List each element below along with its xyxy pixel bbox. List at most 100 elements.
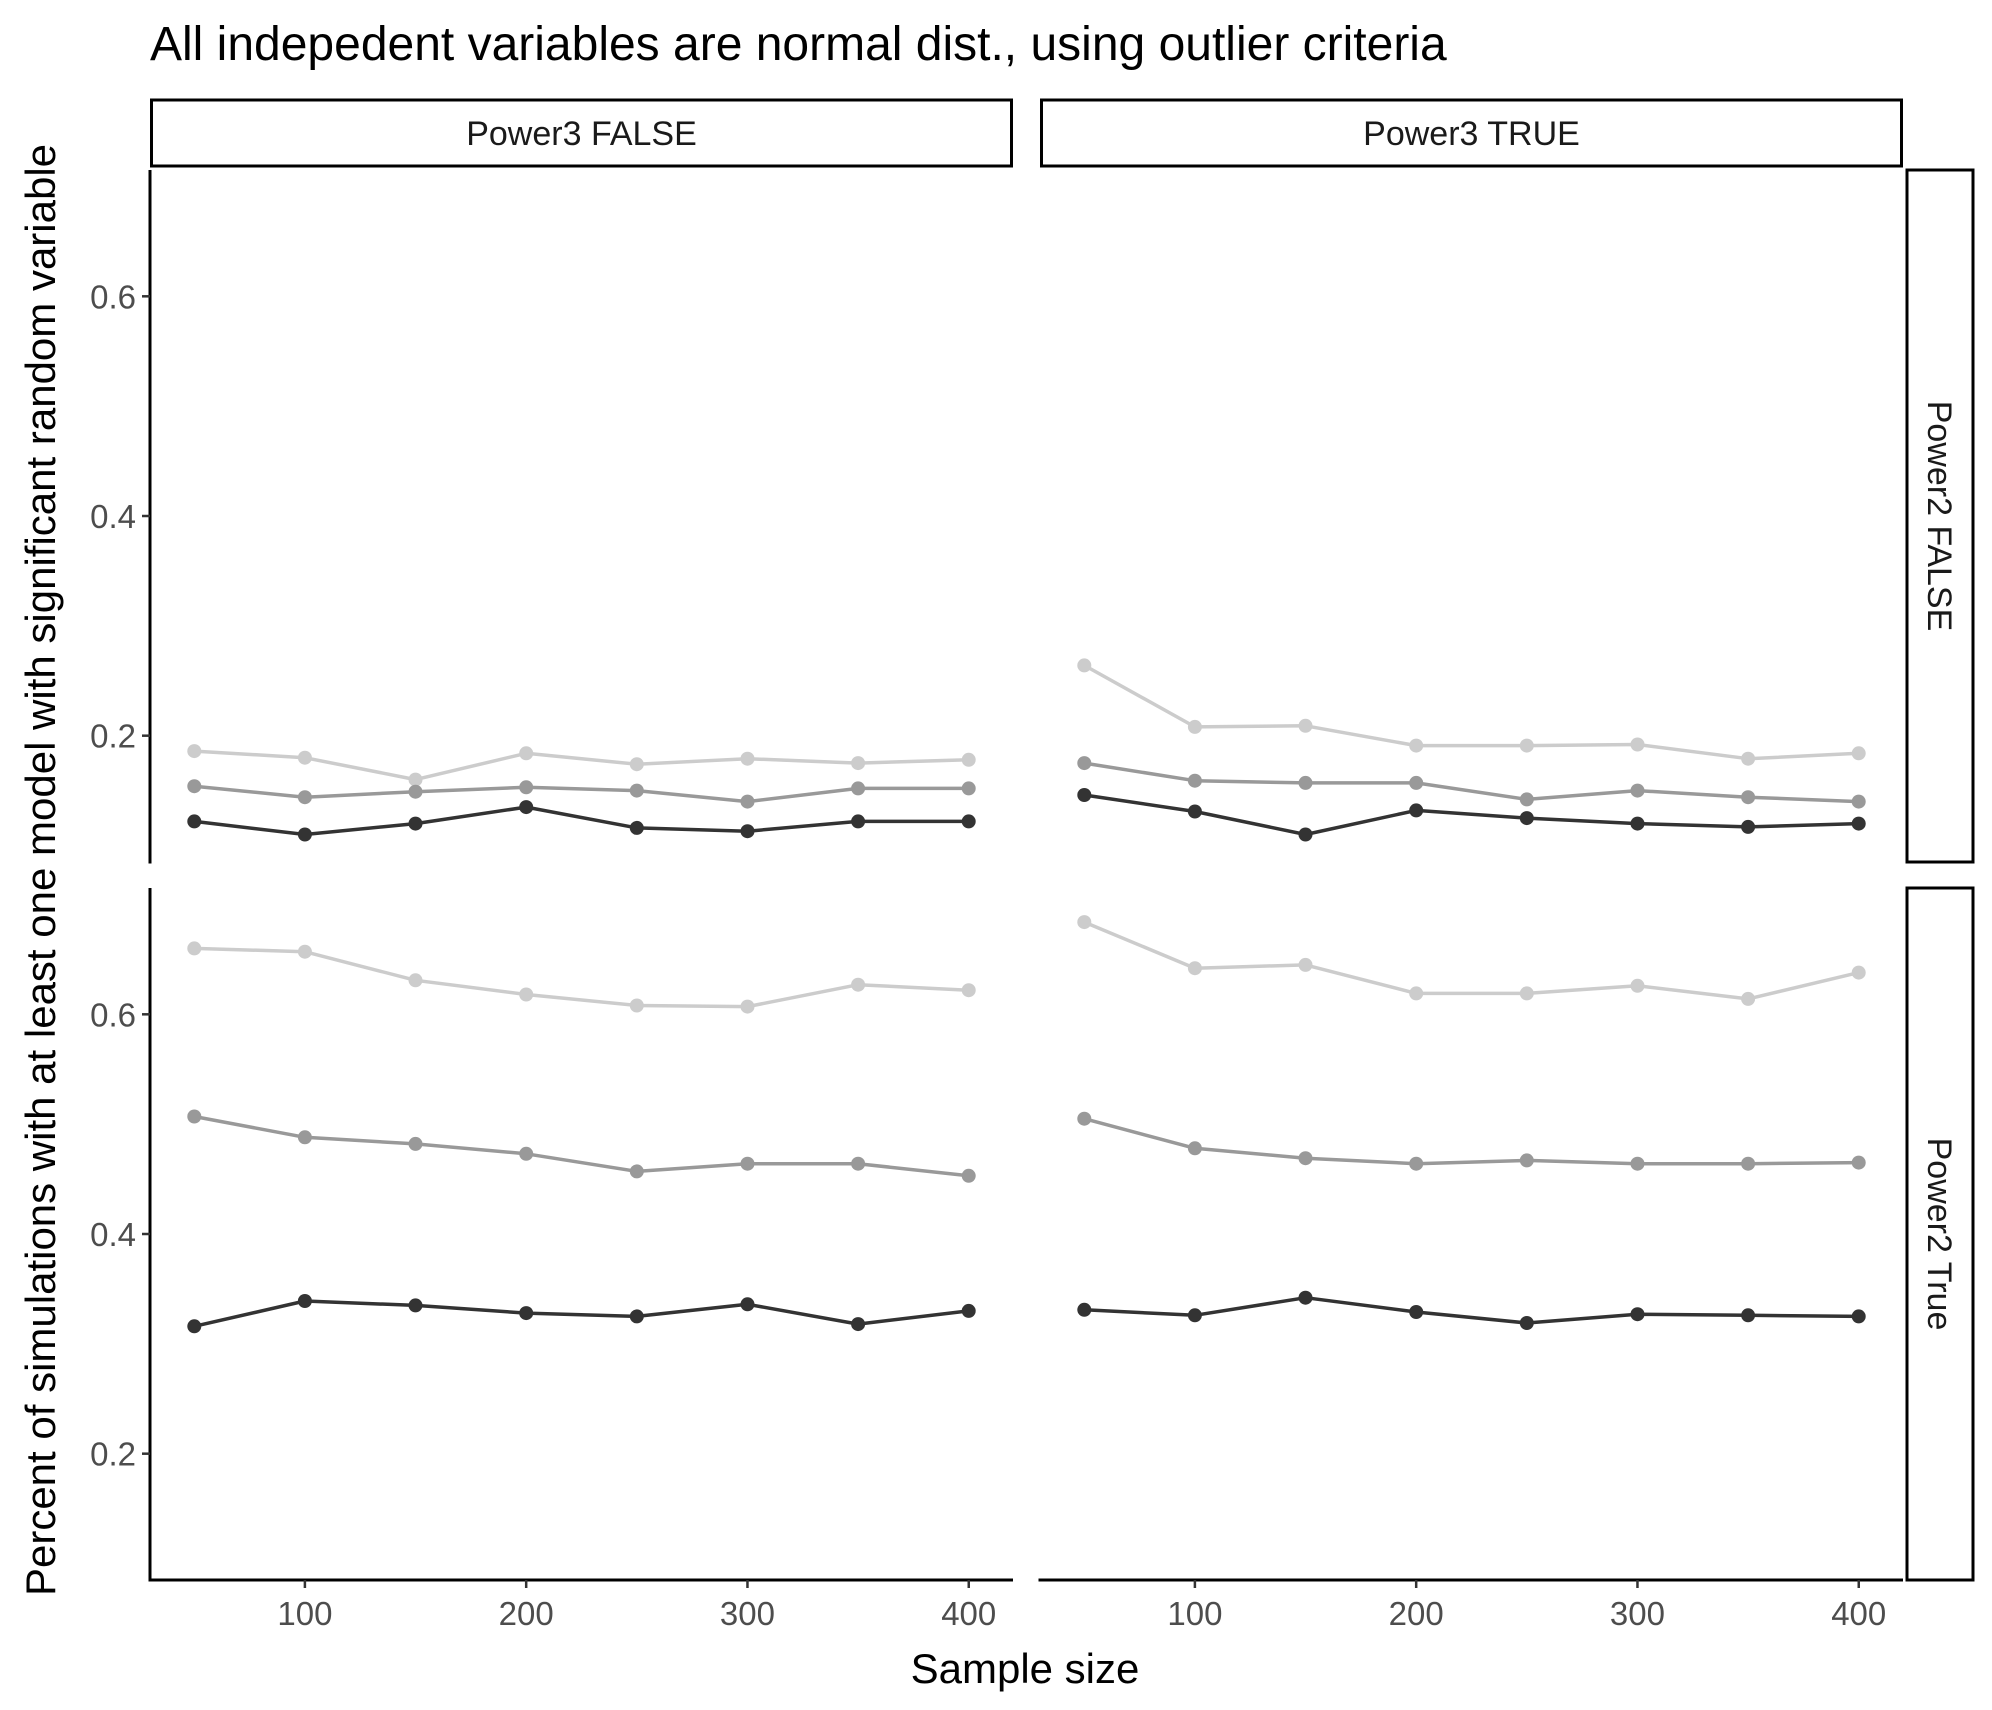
- data-point: [297, 1294, 312, 1308]
- data-point: [408, 1136, 423, 1151]
- data-point: [1851, 1309, 1866, 1324]
- x-tick-label: 100: [1167, 1595, 1222, 1632]
- y-tick-label: 0.6: [90, 278, 136, 315]
- row-strip-label: Power2 FALSE: [1920, 401, 1958, 632]
- y-tick-label: 0.4: [90, 1216, 136, 1253]
- data-point: [408, 784, 423, 799]
- data-point: [297, 827, 312, 842]
- x-tick-label: 400: [941, 1595, 996, 1632]
- data-point: [740, 1156, 755, 1171]
- data-point: [297, 1130, 312, 1145]
- data-point: [629, 783, 644, 798]
- data-point: [408, 1298, 423, 1313]
- row-strip-box: [1905, 168, 1975, 864]
- data-point: [1409, 738, 1424, 753]
- data-point: [1851, 794, 1866, 809]
- data-point: [851, 781, 866, 796]
- x-tick-label: 200: [1389, 1595, 1444, 1632]
- data-point: [1298, 1151, 1313, 1166]
- series-line: [1083, 1117, 1859, 1166]
- data-point: [1077, 1302, 1092, 1317]
- data-point: [1409, 1156, 1424, 1171]
- data-point: [1741, 1308, 1756, 1323]
- data-point: [851, 1156, 866, 1171]
- data-point: [408, 772, 423, 787]
- data-point: [1630, 816, 1645, 831]
- data-point: [1077, 658, 1092, 673]
- data-point: [740, 751, 755, 766]
- series-line: [1084, 793, 1859, 837]
- data-point: [1851, 746, 1866, 761]
- data-point: [961, 781, 976, 796]
- data-point: [1409, 775, 1424, 790]
- data-point: [1519, 811, 1534, 826]
- column-strip-box: [150, 98, 1013, 168]
- data-point: [297, 790, 312, 805]
- y-axis-title: Percent of simulations with at least one…: [17, 144, 64, 1596]
- data-point: [740, 999, 755, 1014]
- data-point: [519, 987, 534, 1002]
- series-line: [194, 805, 969, 837]
- data-point: [1851, 965, 1866, 980]
- y-tick-label: 0.6: [90, 996, 136, 1033]
- data-point: [740, 824, 755, 839]
- series-line: [1083, 663, 1859, 761]
- chart-title: All indepedent variables are normal dist…: [150, 18, 1447, 71]
- column-strip-label: Power3 TRUE: [1363, 115, 1580, 153]
- data-point: [1741, 991, 1756, 1006]
- data-point: [1630, 1156, 1645, 1171]
- data-point: [1298, 1290, 1313, 1305]
- x-tick-label: 200: [499, 1595, 554, 1632]
- series-line: [1083, 920, 1860, 1001]
- y-tick-label: 0.4: [90, 498, 136, 535]
- data-point: [1519, 1316, 1534, 1330]
- data-point: [1409, 986, 1424, 1001]
- series-line: [193, 1299, 969, 1329]
- data-point: [297, 750, 312, 765]
- x-axis-title: Sample size: [911, 1645, 1140, 1692]
- data-point: [187, 814, 202, 829]
- data-point: [1187, 719, 1202, 734]
- data-point: [519, 800, 534, 815]
- y-tick-label: 0.2: [90, 1436, 136, 1473]
- data-point: [1519, 986, 1534, 1001]
- data-point: [1187, 1308, 1202, 1323]
- series-line: [194, 784, 969, 804]
- data-point: [187, 1109, 202, 1124]
- data-point: [1298, 827, 1313, 842]
- x-tick-label: 300: [1610, 1595, 1665, 1632]
- data-point: [1077, 756, 1092, 771]
- series-line: [1084, 1295, 1859, 1325]
- data-point: [629, 998, 644, 1013]
- data-point: [187, 1319, 202, 1334]
- data-point: [187, 779, 202, 794]
- data-point: [1298, 957, 1313, 972]
- data-point: [1077, 915, 1092, 930]
- data-point: [187, 941, 202, 956]
- series-line: [1084, 761, 1859, 804]
- series-line: [194, 946, 969, 1009]
- data-point: [1630, 737, 1645, 752]
- data-point: [1077, 788, 1092, 802]
- data-point: [408, 973, 423, 988]
- y-tick-label: 0.2: [90, 718, 136, 755]
- data-point: [961, 983, 976, 998]
- data-point: [629, 820, 644, 835]
- data-point: [851, 756, 866, 771]
- data-point: [1519, 1153, 1534, 1168]
- data-point: [961, 814, 976, 829]
- data-point: [1409, 803, 1424, 818]
- data-point: [740, 1297, 755, 1312]
- data-point: [1187, 1141, 1202, 1156]
- data-point: [187, 744, 202, 759]
- data-point: [519, 1306, 534, 1321]
- data-point: [519, 780, 534, 795]
- row-strip-label: Power2 True: [1920, 1138, 1958, 1331]
- data-point: [629, 1309, 644, 1324]
- data-point: [1519, 792, 1534, 807]
- data-point: [1851, 816, 1866, 831]
- data-point: [1741, 819, 1756, 834]
- data-point: [629, 1164, 644, 1179]
